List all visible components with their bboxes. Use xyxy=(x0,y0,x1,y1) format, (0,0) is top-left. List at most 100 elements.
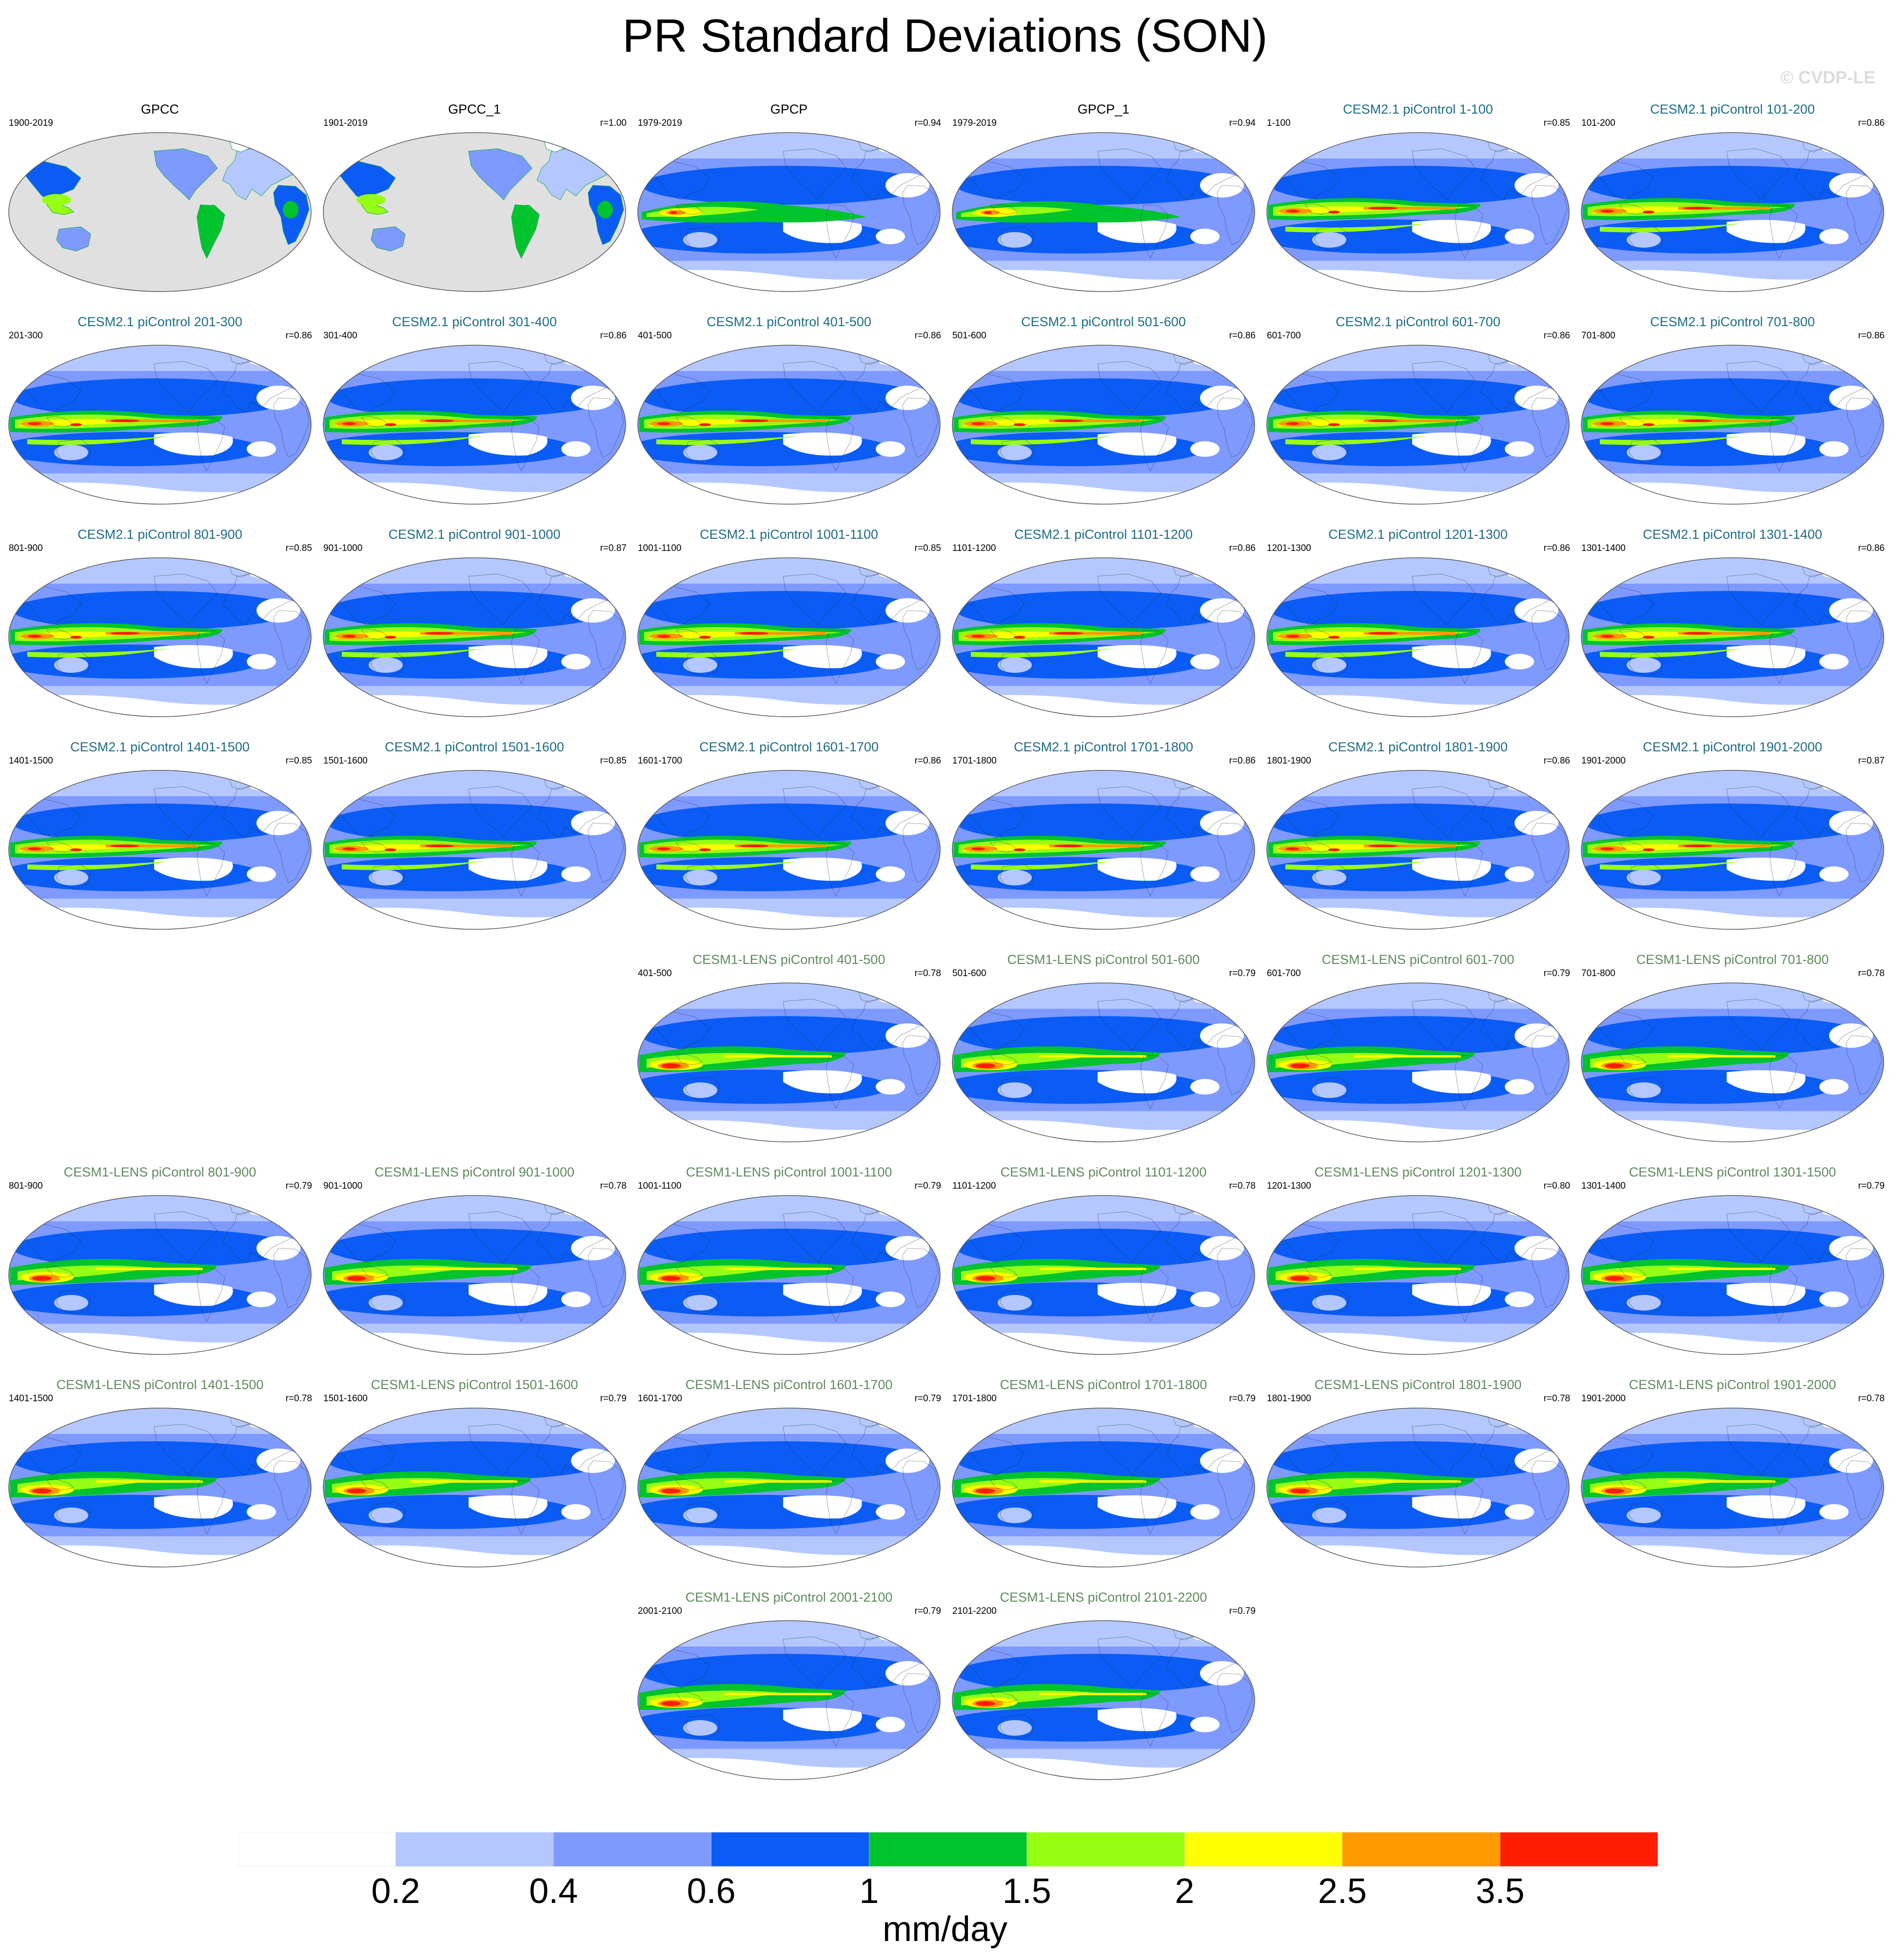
coastline-asia_se xyxy=(1275,1436,1339,1476)
coastline-indonesia xyxy=(46,1479,74,1490)
field-maxima xyxy=(28,635,41,638)
map-border xyxy=(952,770,1255,930)
coastline-indonesia xyxy=(1619,416,1647,428)
field-north-band xyxy=(9,770,311,796)
field-maxima xyxy=(657,847,670,850)
precip-map xyxy=(1266,770,1570,930)
field-belt-north xyxy=(327,804,610,843)
panel-correlation: r=0.86 xyxy=(1543,543,1570,553)
map-border xyxy=(323,345,626,505)
field-equatorial-line xyxy=(1354,1055,1461,1058)
coastline-asia_se xyxy=(1275,1223,1339,1263)
panel-years: 2001-2100 xyxy=(638,1606,682,1616)
panel-title: CESM2.1 piControl 201-300 xyxy=(78,314,242,329)
field-dry-satlantic xyxy=(247,654,276,669)
coastline-africa xyxy=(588,1460,624,1521)
map-field xyxy=(9,1408,311,1567)
field-north-band xyxy=(638,1196,940,1221)
field-maxima xyxy=(1286,635,1299,638)
field-dry-satlantic xyxy=(876,654,905,669)
coastline-indonesia xyxy=(1304,841,1332,853)
field-spcz xyxy=(342,861,483,870)
coastline-asia_se xyxy=(646,1648,710,1688)
field-north-band xyxy=(952,345,1255,371)
map-field xyxy=(1267,133,1569,292)
precip-map xyxy=(1266,1195,1570,1355)
field-maxima xyxy=(971,422,985,425)
panel-correlation: r=0.85 xyxy=(914,543,941,553)
coastline-samerica xyxy=(1140,1267,1169,1322)
panel-years: 601-700 xyxy=(1267,331,1301,341)
coastline-indonesia xyxy=(990,1266,1018,1278)
coastline-africa xyxy=(1531,823,1568,883)
coastline-africa xyxy=(902,397,939,458)
field-maxima xyxy=(32,1276,52,1281)
precip-map xyxy=(952,770,1255,930)
coastline-africa xyxy=(1531,397,1568,458)
coastline-namerica xyxy=(1412,1424,1476,1476)
field-belt-north xyxy=(13,1229,295,1268)
coastline-namerica xyxy=(1097,148,1162,200)
panel-correlation: r=0.79 xyxy=(285,1181,312,1191)
coastline-asia_se xyxy=(646,373,710,413)
panel-years: 801-900 xyxy=(9,543,43,553)
coastline-samerica xyxy=(1140,842,1169,897)
coastline-samerica xyxy=(197,1480,225,1534)
field-spcz xyxy=(27,436,169,445)
map-field xyxy=(952,1408,1255,1567)
coastline-australia xyxy=(685,1289,720,1314)
field-maxima xyxy=(1605,1063,1624,1068)
panel-correlation: r=0.86 xyxy=(914,756,941,766)
field-dry-satlantic xyxy=(247,441,276,457)
coastline-samerica xyxy=(511,417,540,471)
precip-map xyxy=(637,1195,941,1355)
coastline-namerica xyxy=(154,1424,218,1476)
map-panel: CESM2.1 piControl 1901-2000 1901-2000 r=0.… xyxy=(1576,739,1889,952)
map-panel: CESM1-LENS piControl 1101-1200 1101-1200 r… xyxy=(947,1164,1260,1377)
field-dry-satlantic xyxy=(561,441,591,457)
field-belt-north xyxy=(13,1441,295,1480)
colorbar-segment xyxy=(868,1832,1027,1867)
precip-map xyxy=(952,132,1255,292)
colorbar-segment xyxy=(1342,1832,1500,1867)
map-panel: CESM2.1 piControl 501-600 501-600 r=0.86 xyxy=(947,314,1260,527)
coastline-samerica xyxy=(1769,1055,1798,1109)
precip-map xyxy=(8,1408,312,1568)
field-dry-satlantic xyxy=(1505,866,1534,882)
field-north-band xyxy=(638,770,940,796)
panel-years: 401-500 xyxy=(638,968,672,979)
map-border xyxy=(1266,1195,1570,1355)
coastline-samerica xyxy=(511,629,540,684)
coastline-indonesia xyxy=(46,628,74,640)
map-panel: CESM2.1 piControl 1301-1400 1301-1400 r=0.… xyxy=(1576,527,1889,739)
panel-title: CESM1-LENS piControl 1001-1100 xyxy=(686,1165,892,1179)
field-maxima xyxy=(110,632,139,635)
coastline-australia xyxy=(371,1502,406,1527)
field-dry-satlantic xyxy=(247,1292,276,1307)
field-equatorial-line xyxy=(725,1480,832,1483)
coastline-africa xyxy=(1531,185,1568,245)
coastline-samerica xyxy=(197,842,225,897)
precip-map xyxy=(323,1408,626,1568)
panel-correlation: r=0.86 xyxy=(1543,331,1570,341)
panel-title: CESM1-LENS piControl 1101-1200 xyxy=(1000,1165,1207,1179)
precip-map xyxy=(1266,1408,1570,1568)
map-field xyxy=(9,345,311,504)
field-dry-satlantic xyxy=(1819,229,1849,244)
field-dry-sepacific xyxy=(783,1495,862,1519)
field-dry-sepacific xyxy=(783,220,862,243)
panel-years: 1900-2019 xyxy=(9,118,53,128)
map-border xyxy=(323,132,626,292)
map-border xyxy=(952,982,1255,1142)
coastline-asia_se xyxy=(961,1648,1025,1688)
field-belt-north xyxy=(1585,1016,1868,1055)
field-maxima xyxy=(1328,848,1340,851)
field-dry-sepacific xyxy=(783,858,862,881)
coastline-asia_se xyxy=(1590,1436,1654,1476)
field-maxima xyxy=(1290,1063,1310,1068)
field-north-band xyxy=(952,770,1255,796)
field-north-band xyxy=(9,558,311,584)
coastline-namerica xyxy=(1726,1424,1791,1476)
field-north-band xyxy=(952,983,1255,1009)
coastline-asia_se xyxy=(17,586,81,626)
